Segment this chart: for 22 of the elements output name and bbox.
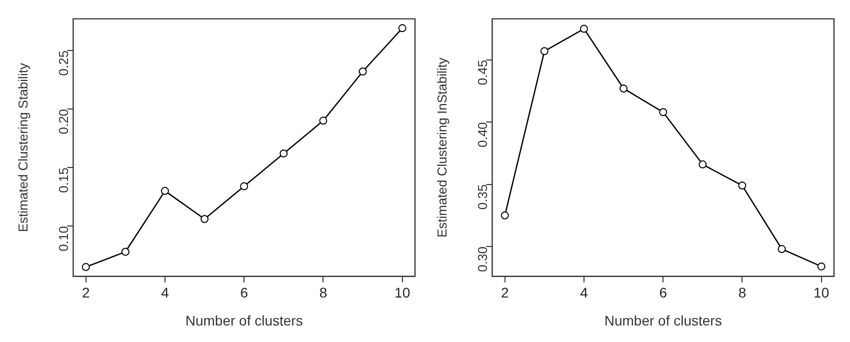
y-tick-label: 0.10 xyxy=(56,226,71,252)
x-tick-label: 8 xyxy=(738,284,746,301)
x-axis-title: Number of clusters xyxy=(604,312,722,328)
y-axis-title: Estimated Clustering InStability xyxy=(434,57,450,238)
x-tick-label: 6 xyxy=(240,284,248,301)
y-tick-label: 0.25 xyxy=(56,50,71,76)
x-tick-label: 2 xyxy=(82,284,90,301)
x-tick-label: 4 xyxy=(161,284,170,301)
y-tick-label: 0.20 xyxy=(56,108,71,134)
y-tick-label: 0.45 xyxy=(474,60,490,86)
x-axis-title: Number of clusters xyxy=(185,312,303,328)
x-tick-label: 10 xyxy=(394,284,410,301)
y-axis-title: Estimated Clustering Stability xyxy=(15,62,30,232)
y-tick-label: 0.30 xyxy=(474,246,490,272)
x-tick-label: 8 xyxy=(319,284,328,301)
x-tick-label: 2 xyxy=(500,284,509,301)
y-tick-label: 0.15 xyxy=(56,168,71,193)
x-tick-label: 4 xyxy=(580,284,588,301)
x-tick-label: 6 xyxy=(659,284,668,301)
x-tick-label: 10 xyxy=(814,284,830,301)
y-tick-label: 0.40 xyxy=(474,122,490,148)
y-tick-label: 0.35 xyxy=(474,184,490,210)
